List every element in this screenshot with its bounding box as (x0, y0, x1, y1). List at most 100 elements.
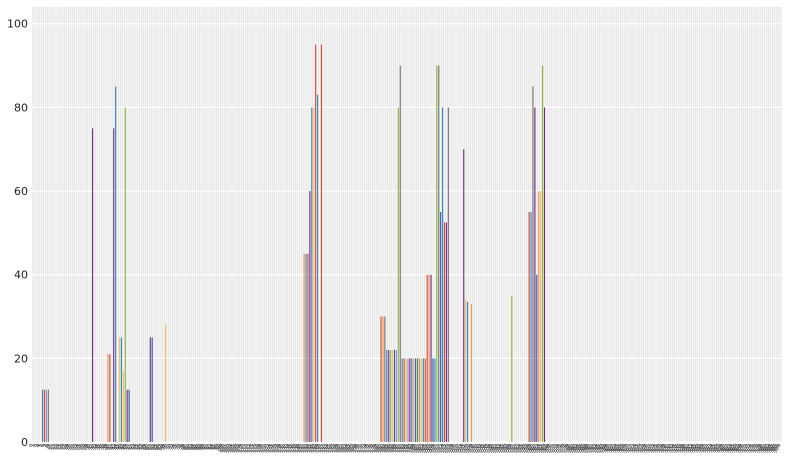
x-tick-label: 165 (342, 443, 352, 454)
x-tick-label: 317 (634, 443, 644, 454)
x-tick-label: 340 (679, 443, 689, 454)
x-tick-label: 233 (473, 443, 483, 454)
x-tick-label: 132 (279, 443, 289, 454)
x-tick-label: 35 (94, 443, 102, 452)
x-tick-label: 43 (109, 443, 117, 452)
x-tick-label: 250 (505, 443, 515, 454)
x-tick-label: 224 (455, 443, 465, 454)
x-tick-label: 329 (657, 443, 667, 454)
x-tick-label: 148 (309, 443, 319, 454)
x-tick-label: 124 (263, 443, 273, 454)
x-tick-label: 379 (754, 443, 764, 454)
y-tick-label: 0 (21, 436, 28, 449)
y-tick-label: 100 (7, 18, 28, 31)
x-tick-label: 18 (61, 443, 69, 452)
x-tick-label: 339 (677, 443, 687, 454)
x-tick-label: 68 (157, 443, 165, 452)
x-tick-label: 82 (184, 443, 192, 452)
x-tick-label: 56 (134, 443, 142, 452)
x-tick-label: 185 (380, 443, 390, 454)
x-tick-label: 213 (434, 443, 444, 454)
x-tick-label: 210 (429, 443, 439, 454)
x-tick-label: 151 (315, 443, 325, 454)
bar (430, 274, 432, 442)
bar (43, 389, 46, 442)
bar (309, 191, 311, 442)
x-tick-label: 130 (275, 443, 285, 454)
y-tick-label: 20 (14, 352, 28, 365)
x-tick-label: 336 (671, 443, 681, 454)
bar (126, 389, 128, 442)
bar (465, 299, 467, 442)
bar (311, 107, 313, 442)
bar (413, 358, 415, 442)
x-tick-label: 105 (227, 443, 237, 454)
x-tick-label: 156 (325, 443, 335, 454)
x-tick-label: 325 (650, 443, 660, 454)
x-tick-label: 61 (144, 443, 152, 452)
x-tick-label: 335 (669, 443, 679, 454)
x-tick-label: 312 (625, 443, 635, 454)
x-tick-label: 104 (225, 443, 235, 454)
bar (542, 65, 544, 443)
x-tick-label: 52 (126, 443, 134, 452)
x-tick-label: 387 (769, 443, 779, 454)
x-tick-label: 217 (442, 443, 452, 454)
x-tick-label: 191 (392, 443, 402, 454)
x-tick-label: 211 (430, 443, 440, 454)
x-tick-label: 45 (113, 443, 121, 452)
x-tick-label: 171 (354, 443, 364, 454)
x-tick-label: 142 (298, 443, 308, 454)
x-tick-label: 120 (255, 443, 265, 454)
x-tick-label: 202 (413, 443, 423, 454)
x-tick-label: 330 (659, 443, 669, 454)
x-tick-label: 201 (411, 443, 421, 454)
x-tick-label: 346 (690, 443, 700, 454)
x-tick-label: 27 (78, 443, 86, 452)
x-tick-label: 38 (99, 443, 107, 452)
x-tick-label: 352 (702, 443, 712, 454)
x-tick-label: 85 (190, 443, 198, 452)
x-tick-label: 269 (542, 443, 552, 454)
bar (445, 222, 447, 442)
x-tick-label: 34 (92, 443, 100, 452)
x-tick-label: 152 (317, 443, 327, 454)
bar (409, 358, 411, 442)
x-tick-label: 71 (163, 443, 171, 452)
bar (401, 358, 403, 442)
bar (315, 44, 317, 443)
bar (92, 128, 94, 442)
x-tick-label: 282 (567, 443, 577, 454)
x-tick-label: 342 (682, 443, 692, 454)
x-tick-label: 15 (55, 443, 63, 452)
x-tick-label: 334 (667, 443, 677, 454)
x-tick-label: 24 (72, 443, 80, 452)
x-tick-label: 229 (465, 443, 475, 454)
x-tick-label: 112 (240, 443, 250, 454)
x-tick-label: 9 (45, 443, 52, 449)
x-tick-label: 283 (569, 443, 579, 454)
x-tick-label: 216 (440, 443, 450, 454)
x-tick-label: 134 (282, 443, 292, 454)
x-tick-label: 63 (147, 443, 155, 452)
x-tick-label: 60 (142, 443, 150, 452)
x-tick-label: 228 (463, 443, 473, 454)
x-tick-label: 108 (232, 443, 242, 454)
bar (384, 316, 386, 442)
bar (380, 316, 382, 442)
x-tick-label: 318 (636, 443, 646, 454)
x-tick-label: 29 (82, 443, 90, 452)
x-tick-label: 13 (51, 443, 59, 452)
bar (317, 94, 319, 442)
x-tick-label: 386 (767, 443, 777, 454)
x-tick-label: 234 (475, 443, 485, 454)
x-tick-label: 290 (582, 443, 592, 454)
x-tick-label: 150 (313, 443, 323, 454)
x-tick-label: 169 (350, 443, 360, 454)
bar (395, 349, 397, 442)
x-tick-label: 298 (598, 443, 608, 454)
x-tick-label: 246 (498, 443, 508, 454)
x-tick-label: 261 (527, 443, 537, 454)
